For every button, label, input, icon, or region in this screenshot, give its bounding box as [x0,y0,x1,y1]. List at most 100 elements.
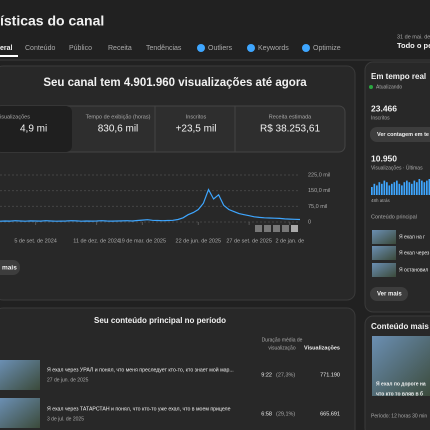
list-item[interactable]: Я ехал через [399,250,430,256]
column-header: Visualizações [304,345,340,351]
tab[interactable]: Tendências [146,45,182,52]
video-date: 27 de jun. de 2025 [47,377,89,383]
x-tick-label: 5 de set. de 2024 [14,238,57,244]
x-tick-label: 2 de jan. de [275,238,304,244]
count-button[interactable]: Ver contagem em te [377,132,429,138]
metric-label: Tempo de exibição (horas) [86,114,151,120]
more-button-bg[interactable] [0,260,20,275]
content-card [0,307,356,430]
list-item[interactable]: Я ехал на г [399,234,425,240]
tab-icon [247,44,255,52]
period-selector[interactable]: Todo o períod [397,41,430,50]
bar [378,182,381,195]
video-date: 3 de jul. de 2025 [47,416,84,422]
bar [371,187,373,195]
bar [401,185,403,195]
views: 771.190 [320,372,340,378]
control[interactable] [273,225,280,232]
bar [413,180,416,195]
card-title: Em tempo real [371,72,426,81]
column-header: Duração média de [262,337,303,343]
x-tick-label: 27 de set. de 2025 [226,238,272,244]
more-button[interactable]: Ver mais [377,292,402,298]
y-tick-label: 0 [308,219,311,225]
period: Período: 12 horas 30 min [371,413,427,419]
bar [396,180,398,195]
bar [411,183,413,195]
more-button-bg[interactable] [370,287,408,301]
bar [376,185,378,195]
tab[interactable]: Keywords [258,45,289,52]
metrics-box [0,105,346,153]
metric-value: 4,9 mi [20,124,47,135]
avg-percent: (27,3%) [276,372,295,378]
subscriber-label: Inscritos [371,115,390,121]
metric-value: +23,5 mil [176,124,217,135]
bar [403,182,406,195]
bar [373,183,376,195]
bar [393,182,396,195]
avg-percent: (29,1%) [276,411,295,417]
views: 665.691 [320,411,340,417]
line [0,188,301,222]
avg-duration: 9:22 [261,372,272,378]
x-tick-label: 22 de jun. de 2025 [176,238,222,244]
views-label: Visualizações · Últimas [371,164,423,171]
bar [383,180,386,195]
tab[interactable]: eral [0,45,13,52]
metric-label: isualizações [0,114,30,120]
count-button-bg[interactable] [370,127,430,142]
bar [416,182,418,195]
thumbnail [372,230,396,244]
metric-label: Inscritos [186,114,207,120]
control[interactable] [264,225,271,232]
tab-icon [197,44,205,52]
headline: Seu canal tem 4.901.960 visualizações at… [43,77,307,89]
date-range: 31 de mai. de [397,34,430,40]
tab[interactable]: Público [69,45,92,52]
bar [386,182,388,195]
tab[interactable]: Conteúdo [25,45,55,52]
bar [398,183,401,195]
live-dot [369,85,373,89]
video-title: Я ехал через УРАЛ и понял, что меня прес… [47,366,234,373]
metric-label: Receita estimada [269,114,312,120]
video-title: Я ехал через ТАТАРСТАН и понял, что кто-… [47,406,231,412]
tab[interactable]: Receita [108,45,132,52]
bar [426,180,428,195]
bar [406,180,408,195]
control[interactable] [282,225,289,232]
column-header: visualização [268,345,295,351]
tab-icon [302,44,310,52]
thumbnail [0,360,40,390]
bars-caption: 48h atrás [371,198,391,203]
thumbnail-caption: что кто то вляв в б [376,390,423,397]
selected-metric [0,106,72,152]
control[interactable] [291,225,298,232]
metric-value: R$ 38.253,61 [260,124,320,135]
views-count: 10.950 [371,153,397,163]
bar [418,179,421,195]
thumbnail [372,263,396,277]
list-title: Conteúdo principal [371,214,417,220]
avg-duration: 6:58 [261,411,272,417]
x-tick-label: 11 de dez. de 2024 [73,238,120,244]
bar [423,182,426,195]
chart-controls [255,225,298,232]
bar [388,185,391,195]
control[interactable] [255,225,262,232]
more-button[interactable]: mais [2,265,17,272]
thumbnail-caption: Я ехал по дороге на [376,381,426,387]
bar [381,183,383,195]
y-tick-label: 75,0 mil [308,204,327,210]
page-title: ísticas do canal [0,13,104,29]
tab[interactable]: Outliers [208,45,233,52]
metric-value: 830,6 mil [98,124,139,135]
subscriber-count: 23.466 [371,103,397,113]
bar [391,183,393,195]
y-tick-label: 150,0 mil [308,188,330,194]
list-item[interactable]: Я остановил [399,267,428,273]
x-tick-label: 19 de mar. de 2025 [119,238,166,244]
tab[interactable]: Optimize [313,45,341,52]
